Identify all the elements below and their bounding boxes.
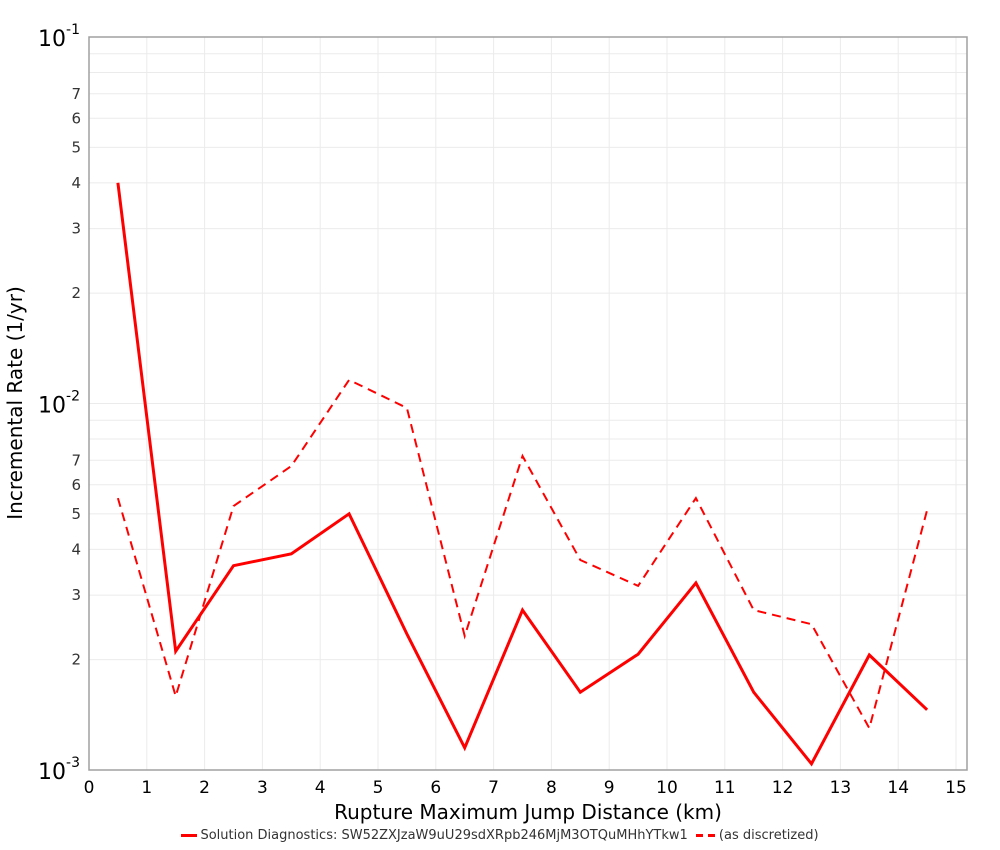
legend: Solution Diagnostics: SW52ZXJzaW9uU29sdX…	[0, 826, 1000, 843]
x-tick-label: 13	[830, 778, 852, 798]
legend-item-discretized: (as discretized)	[695, 828, 819, 843]
y-minor-tick-label: 7	[71, 451, 81, 469]
y-minor-tick-label: 5	[71, 138, 81, 156]
x-tick-label: 11	[714, 778, 736, 798]
y-minor-tick-label: 7	[71, 85, 81, 103]
x-tick-label: 6	[430, 778, 441, 798]
x-tick-label: 7	[488, 778, 499, 798]
x-tick-label: 9	[604, 778, 615, 798]
x-tick-label: 8	[546, 778, 557, 798]
legend-label: (as discretized)	[718, 828, 819, 843]
x-tick-label: 4	[315, 778, 326, 798]
series-line-discretized	[116, 378, 929, 731]
y-minor-tick-label: 6	[71, 476, 81, 494]
legend-label: Solution Diagnostics: SW52ZXJzaW9uU29sdX…	[200, 828, 688, 843]
grid-lines	[89, 37, 967, 770]
x-tick-label: 2	[199, 778, 210, 798]
x-tick-label: 3	[257, 778, 268, 798]
y-minor-tick-label: 4	[71, 540, 81, 558]
y-axis-title: Incremental Rate (1/yr)	[3, 286, 27, 519]
y-minor-tick-label: 6	[71, 109, 81, 127]
x-tick-label: 14	[887, 778, 909, 798]
x-tick-label: 15	[945, 778, 967, 798]
x-axis-title: Rupture Maximum Jump Distance (km)	[334, 800, 722, 824]
y-major-tick-label: 10-3	[38, 755, 80, 785]
series-lines	[116, 182, 929, 767]
y-minor-tick-label: 2	[71, 284, 81, 302]
y-minor-tick-label: 5	[71, 505, 81, 523]
legend-item-solution: Solution Diagnostics: SW52ZXJzaW9uU29sdX…	[181, 828, 688, 843]
y-minor-tick-label: 2	[71, 651, 81, 669]
y-minor-tick-label: 3	[71, 586, 81, 604]
dashed-line-swatch-icon	[695, 834, 716, 837]
plot-frame	[88, 36, 968, 771]
y-axis-ticks: 10-1 10-2 10-3 2 3 4 5 6 7 2 3 4 5 6 7	[38, 22, 81, 785]
y-major-tick-label: 10-2	[38, 389, 80, 419]
solid-line-swatch-icon	[181, 834, 198, 837]
x-tick-label: 0	[84, 778, 95, 798]
x-tick-label: 10	[656, 778, 678, 798]
y-minor-tick-label: 3	[71, 220, 81, 238]
y-minor-tick-label: 4	[71, 174, 81, 192]
series-line-solution	[116, 182, 929, 767]
x-axis-ticks: 0 1 2 3 4 5 6 7 8 9 10 11 12 13 14 15	[84, 778, 967, 798]
x-tick-label: 5	[373, 778, 384, 798]
y-major-tick-label: 10-1	[38, 22, 80, 52]
x-tick-label: 1	[141, 778, 152, 798]
x-tick-label: 12	[772, 778, 794, 798]
